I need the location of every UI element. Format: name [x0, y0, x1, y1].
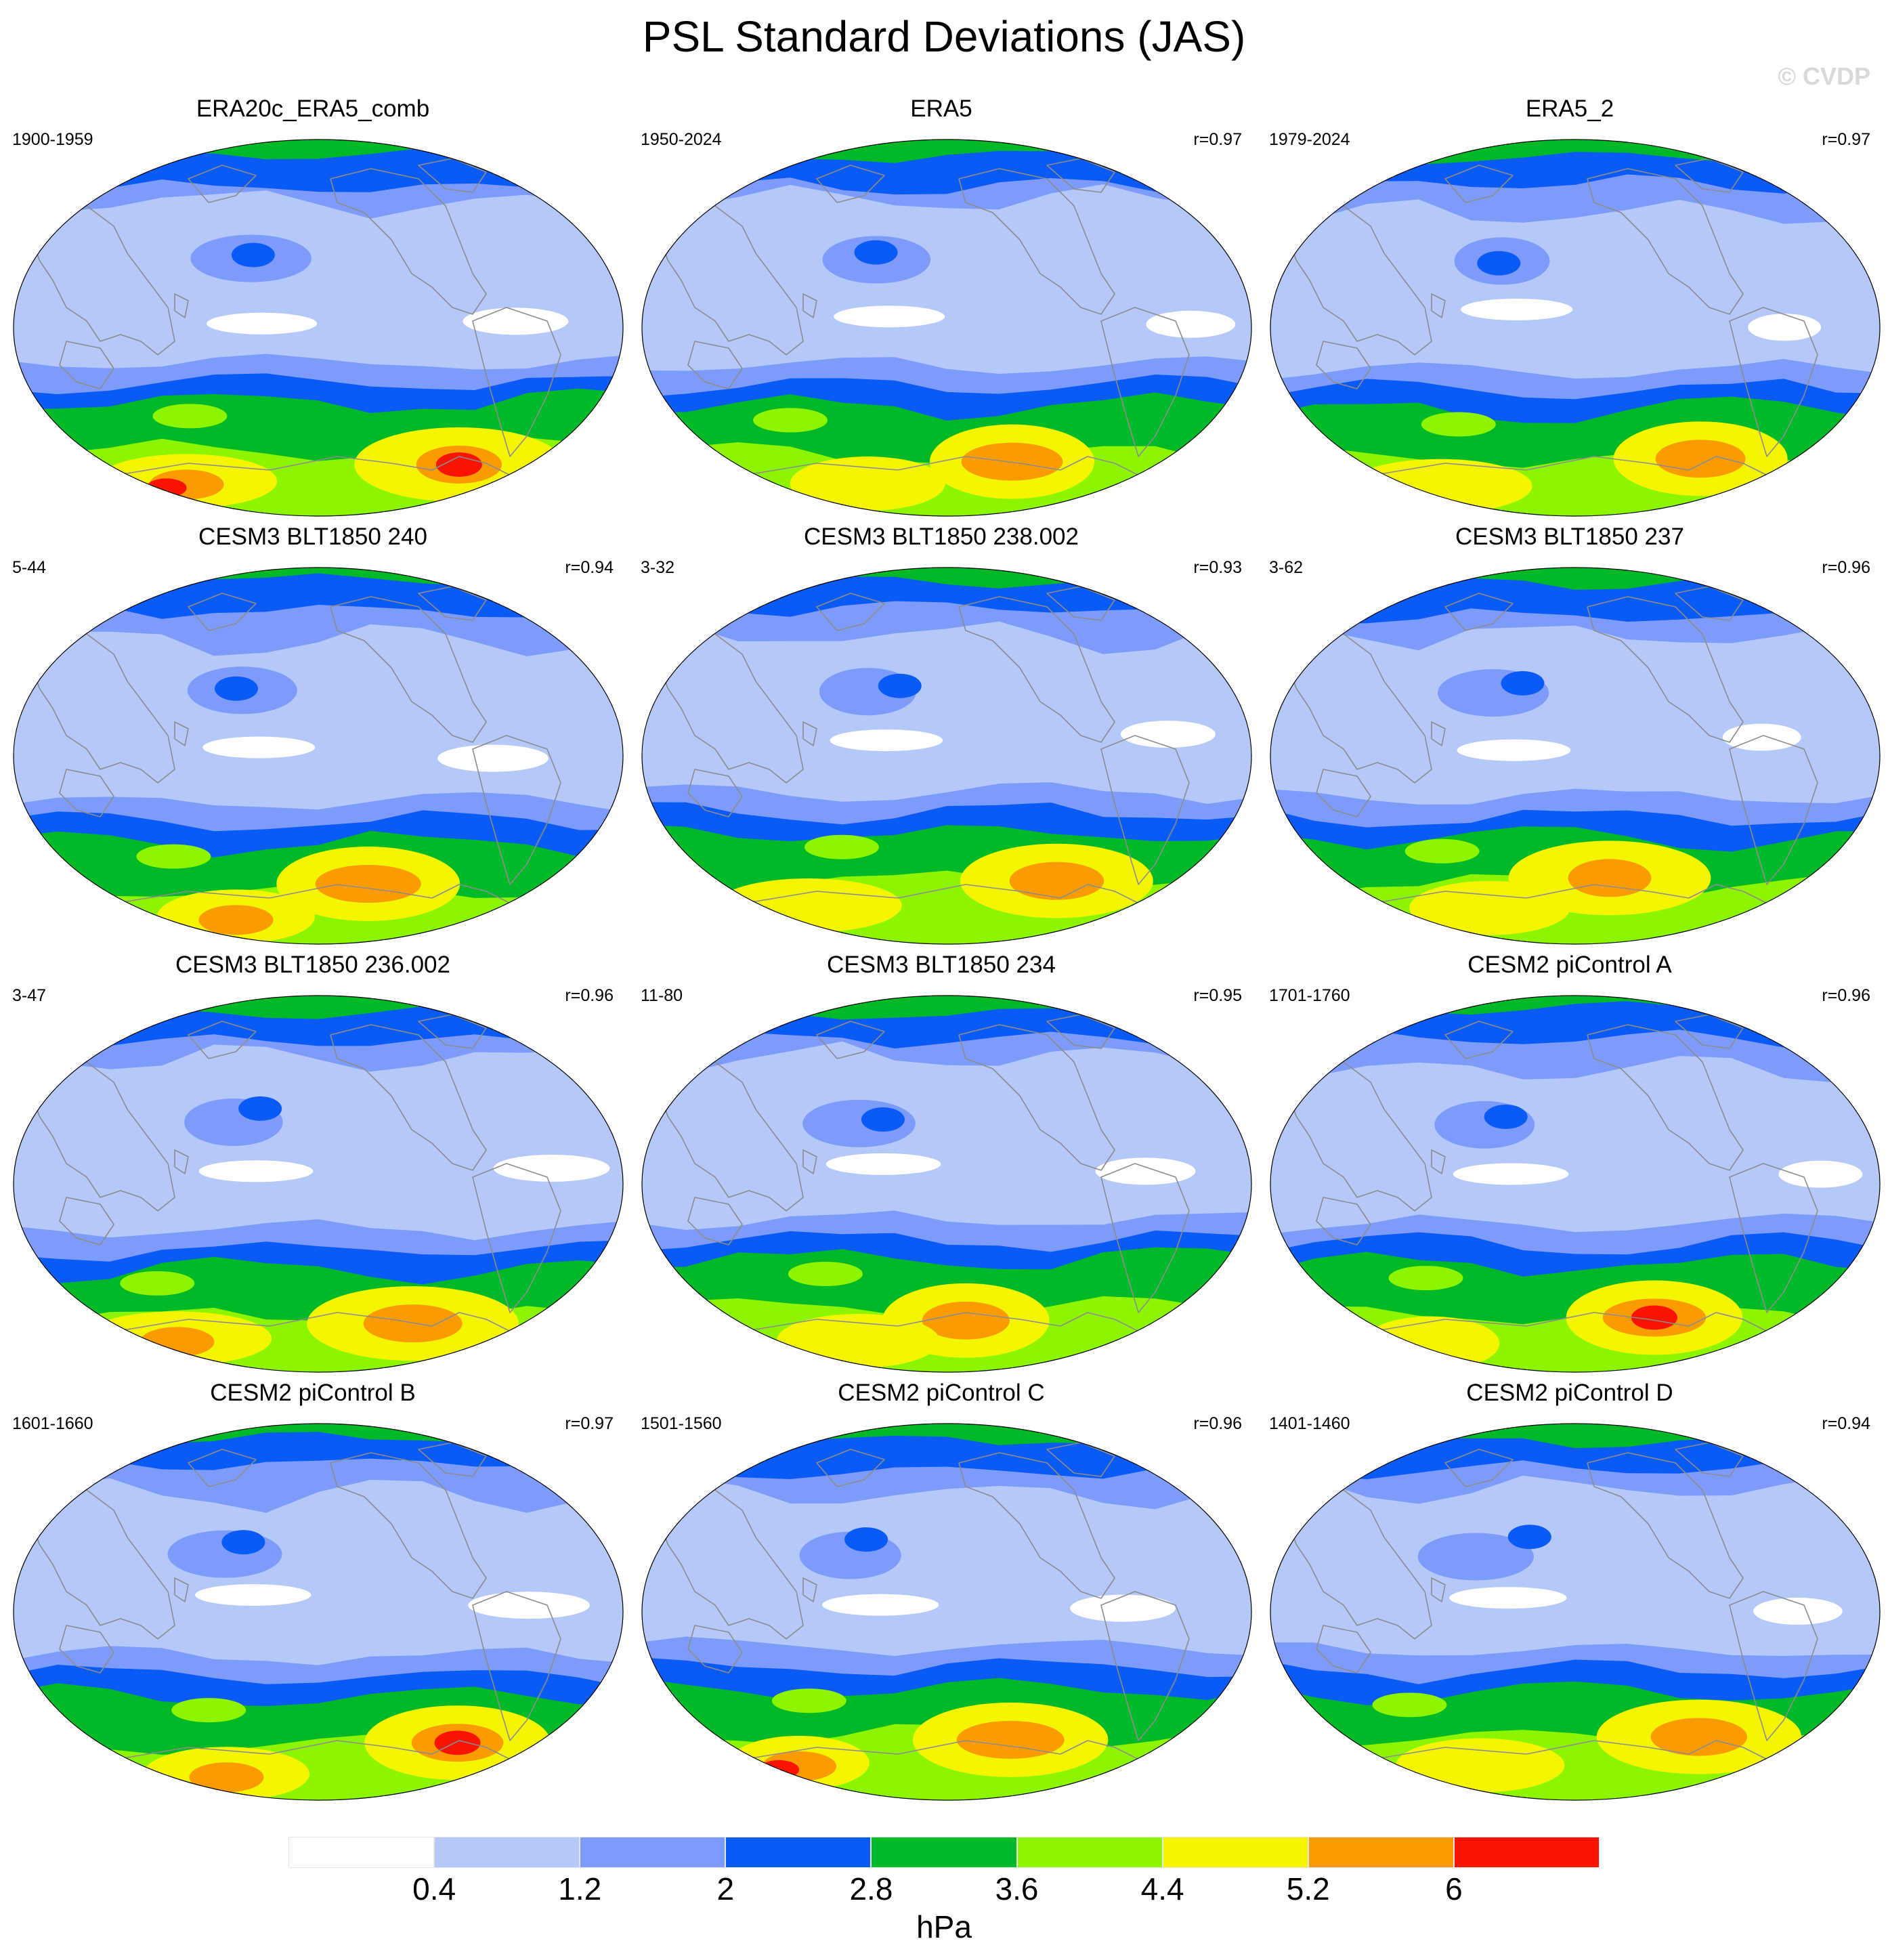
colorbar-tick-label: 3.6: [995, 1871, 1039, 1906]
panel-period: 1979-2024: [1269, 130, 1350, 149]
colorbar-swatch: [1308, 1837, 1454, 1868]
colorbar: [288, 1837, 1600, 1868]
panel-title: ERA5: [910, 95, 972, 122]
psl-stddev-map: [1270, 995, 1881, 1373]
panel-period: 3-47: [12, 986, 47, 1005]
panel-period: 1701-1760: [1269, 986, 1350, 1005]
map-panel: CESM2 piControl B 1601-1660 r=0.97: [0, 1379, 626, 1808]
psl-stddev-map: [13, 995, 624, 1373]
panel-pattern-correlation: r=0.96: [1193, 1414, 1242, 1433]
colorbar-swatch: [288, 1837, 435, 1868]
psl-stddev-map: [1270, 567, 1881, 945]
panel-period: 3-62: [1269, 558, 1304, 577]
psl-stddev-map: [1270, 139, 1881, 517]
colorbar-tick-label: 0.4: [412, 1871, 456, 1906]
colorbar-swatch: [434, 1837, 580, 1868]
panel-period: 1950-2024: [641, 130, 722, 149]
colorbar-swatch: [871, 1837, 1017, 1868]
map-panel: ERA20c_ERA5_comb 1900-1959: [0, 95, 626, 524]
panel-period: 1401-1460: [1269, 1414, 1350, 1433]
panel-pattern-correlation: r=0.96: [1822, 986, 1870, 1005]
panel-pattern-correlation: r=0.94: [565, 558, 614, 577]
panel-pattern-correlation: r=0.94: [1822, 1414, 1870, 1433]
colorbar-swatch: [1453, 1837, 1600, 1868]
panel-pattern-correlation: r=0.96: [1822, 558, 1870, 577]
psl-stddev-map: [13, 567, 624, 945]
panel-title: CESM2 piControl A: [1467, 952, 1672, 978]
figure-title: PSL Standard Deviations (JAS): [642, 12, 1246, 61]
panel-pattern-correlation: r=0.95: [1193, 986, 1242, 1005]
psl-stddev-map: [13, 139, 624, 517]
panel-title: CESM3 BLT1850 236.002: [175, 952, 450, 978]
panel-period: 11-80: [641, 986, 683, 1005]
psl-stddev-map: [641, 567, 1252, 945]
map-panel: ERA5 1950-2024 r=0.97: [628, 95, 1254, 524]
panel-period: 3-32: [641, 558, 675, 577]
psl-stddev-map: [641, 139, 1252, 517]
colorbar-tick-label: 2.8: [849, 1871, 893, 1906]
psl-stddev-map: [13, 1423, 624, 1801]
panel-title: ERA5_2: [1525, 95, 1614, 122]
panel-period: 1900-1959: [12, 130, 93, 149]
psl-stddev-map: [1270, 1423, 1881, 1801]
panel-title: CESM3 BLT1850 234: [827, 952, 1056, 978]
colorbar-swatch: [725, 1837, 872, 1868]
psl-stddev-map: [641, 1423, 1252, 1801]
panel-period: 5-44: [12, 558, 47, 577]
panel-period: 1601-1660: [12, 1414, 93, 1433]
colorbar-swatch: [580, 1837, 726, 1868]
panel-pattern-correlation: r=0.96: [565, 986, 614, 1005]
panel-pattern-correlation: r=0.97: [1822, 130, 1870, 149]
colorbar-unit-label: hPa: [916, 1909, 972, 1944]
colorbar-tick-label: 5.2: [1286, 1871, 1330, 1906]
colorbar-swatch: [1162, 1837, 1308, 1868]
cvdp-watermark: © CVDP: [1778, 62, 1870, 90]
panel-title: ERA20c_ERA5_comb: [196, 95, 430, 122]
panel-title: CESM2 piControl D: [1466, 1380, 1673, 1406]
panel-title: CESM3 BLT1850 240: [198, 524, 427, 550]
map-panel: CESM2 piControl A 1701-1760 r=0.96: [1257, 951, 1883, 1380]
map-panel: CESM3 BLT1850 240 5-44 r=0.94: [0, 523, 626, 952]
map-panel: CESM3 BLT1850 236.002 3-47 r=0.96: [0, 951, 626, 1380]
colorbar-tick-label: 2: [716, 1871, 735, 1906]
psl-stddev-map: [641, 995, 1252, 1373]
colorbar-tick-label: 6: [1445, 1871, 1463, 1906]
panel-pattern-correlation: r=0.97: [1193, 130, 1242, 149]
panel-period: 1501-1560: [641, 1414, 722, 1433]
map-panel: CESM3 BLT1850 234 11-80 r=0.95: [628, 951, 1254, 1380]
panel-pattern-correlation: r=0.93: [1193, 558, 1242, 577]
colorbar-swatch: [1016, 1837, 1163, 1868]
panel-pattern-correlation: r=0.97: [565, 1414, 614, 1433]
panel-title: CESM2 piControl B: [210, 1380, 416, 1406]
map-panel: CESM2 piControl C 1501-1560 r=0.96: [628, 1379, 1254, 1808]
map-panel: ERA5_2 1979-2024 r=0.97: [1257, 95, 1883, 524]
map-panel: CESM2 piControl D 1401-1460 r=0.94: [1257, 1379, 1883, 1808]
panel-title: CESM2 piControl C: [838, 1380, 1045, 1406]
colorbar-tick-label: 1.2: [558, 1871, 602, 1906]
panel-title: CESM3 BLT1850 237: [1455, 524, 1684, 550]
panel-title: CESM3 BLT1850 238.002: [803, 524, 1079, 550]
map-panel: CESM3 BLT1850 238.002 3-32 r=0.93: [628, 523, 1254, 952]
map-panel: CESM3 BLT1850 237 3-62 r=0.96: [1257, 523, 1883, 952]
colorbar-tick-label: 4.4: [1140, 1871, 1184, 1906]
